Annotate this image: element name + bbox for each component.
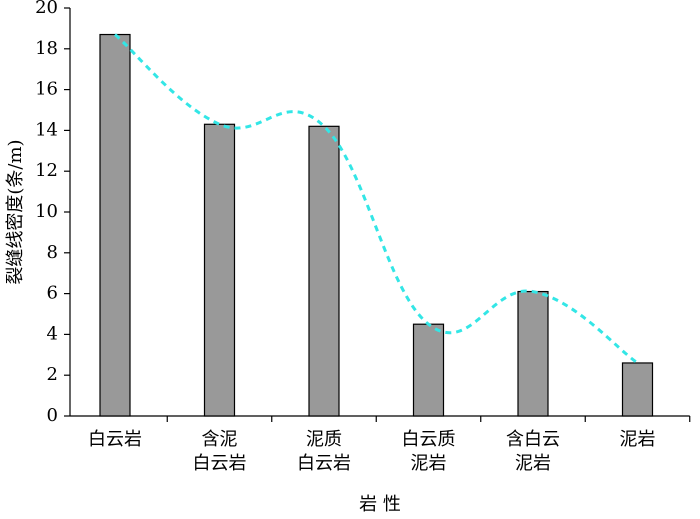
y-axis-label: 裂缝线密度(条/m) [5, 139, 26, 284]
y-tick-label: 16 [35, 79, 58, 100]
y-tick-label: 12 [35, 160, 58, 181]
x-tick-label: 泥岩 [515, 453, 551, 474]
x-tick-label: 泥质 [306, 429, 342, 450]
x-tick-label: 含白云 [506, 429, 560, 450]
y-tick-label: 6 [47, 283, 58, 304]
x-tick-label: 含泥 [202, 429, 238, 450]
bar [203, 123, 236, 417]
bar [99, 33, 131, 417]
bar [517, 290, 549, 417]
y-tick-label: 20 [35, 0, 58, 18]
x-tick-label: 白云岩 [297, 453, 351, 474]
y-tick-label: 0 [47, 405, 58, 426]
x-tick-label: 泥岩 [620, 429, 656, 450]
x-tick-label: 白云岩 [193, 453, 247, 474]
x-tick-label: 白云质 [402, 429, 456, 450]
x-tick-label: 白云岩 [88, 429, 142, 450]
trend-line [114, 33, 639, 365]
bar [621, 362, 654, 417]
x-tick-label: 泥岩 [411, 453, 447, 474]
y-tick-label: 10 [35, 201, 58, 222]
x-axis-label: 岩 性 [359, 494, 401, 515]
y-tick-label: 4 [47, 323, 58, 344]
y-tick-label: 14 [35, 119, 58, 140]
bar [308, 125, 340, 417]
y-tick-label: 18 [35, 38, 58, 59]
y-tick-label: 8 [47, 242, 58, 263]
bar [412, 323, 445, 417]
y-tick-label: 2 [47, 364, 58, 385]
